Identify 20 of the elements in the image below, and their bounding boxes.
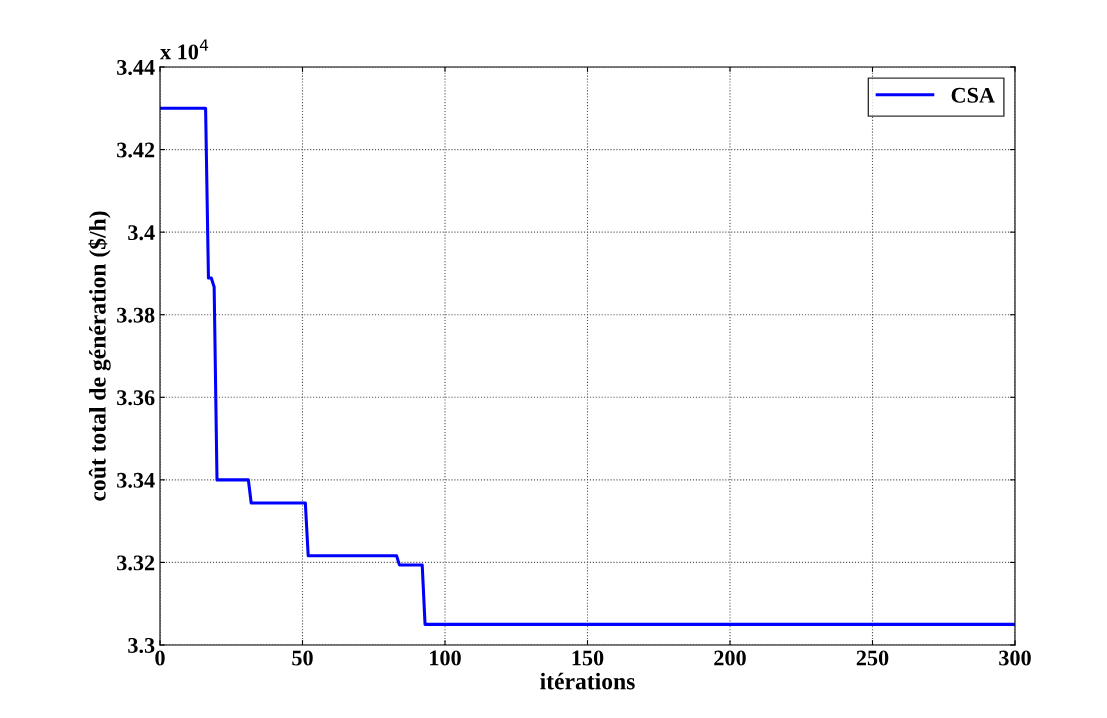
- x-tick-label: 50: [292, 650, 313, 666]
- x-tick-label: 0: [155, 650, 165, 666]
- x-tick-label: 200: [714, 650, 746, 666]
- y-tick-label: 3.32: [117, 555, 155, 571]
- x-tick-label: 150: [572, 650, 604, 666]
- x-tick-label: 300: [999, 650, 1031, 666]
- y-axis-title: coût total de génération ($/h): [88, 211, 111, 501]
- line-series: [160, 106, 1015, 626]
- x-tick-label: 250: [856, 650, 889, 666]
- y-tick-label: 3.38: [117, 307, 155, 323]
- y-tick-label: 3.34: [117, 472, 155, 488]
- y-tick-label: 3.3: [128, 637, 155, 654]
- x-tick-label: 100: [430, 650, 461, 666]
- y-tick-label: 3.44: [117, 59, 155, 76]
- y-tick-label: 3.36: [117, 390, 155, 406]
- legend-label: CSA: [951, 87, 995, 103]
- y-tick-label: 3.42: [117, 142, 155, 158]
- x-axis-title: itérations: [540, 672, 635, 690]
- y-tick-label: 3.4: [128, 225, 155, 241]
- text: x 10$^{4}$: [160, 39, 209, 60]
